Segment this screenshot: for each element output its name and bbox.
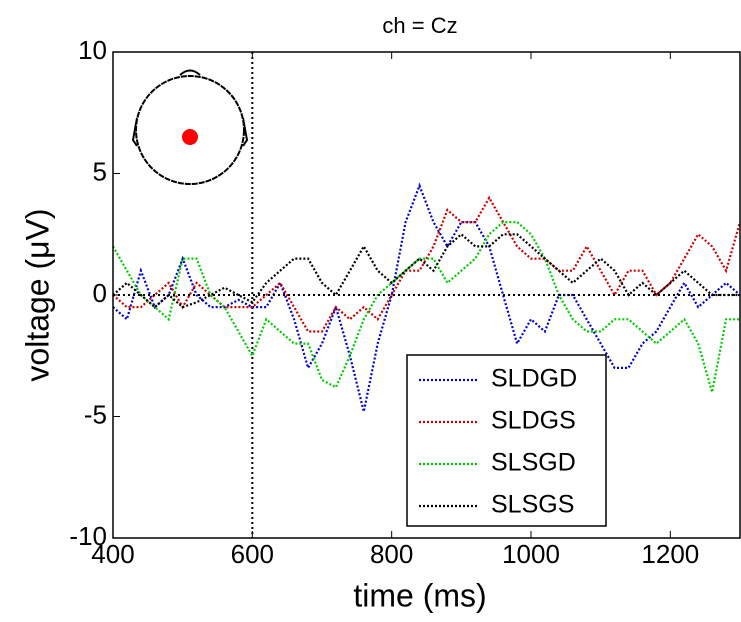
y-axis-label: voltage (μV) bbox=[19, 208, 55, 381]
y-tick-label: -10 bbox=[69, 521, 107, 551]
x-tick-label: 800 bbox=[370, 539, 413, 569]
series-line bbox=[112, 182, 741, 412]
x-axis-label: time (ms) bbox=[353, 577, 486, 613]
y-tick-label: -5 bbox=[84, 399, 107, 429]
x-tick-label: 600 bbox=[231, 539, 274, 569]
y-tick-label: 5 bbox=[93, 156, 107, 186]
electrode bbox=[182, 129, 198, 145]
legend-label: SLSGD bbox=[491, 449, 576, 477]
legend-label: SLDGS bbox=[491, 407, 576, 435]
x-tick-label: 400 bbox=[91, 539, 134, 569]
head-ear bbox=[131, 117, 138, 147]
chart-title: ch = Cz bbox=[382, 13, 457, 38]
legend-label: SLSGS bbox=[491, 491, 574, 519]
y-tick-label: 10 bbox=[78, 35, 107, 65]
series-line bbox=[112, 221, 740, 393]
legend-box bbox=[406, 354, 607, 527]
plot-frame bbox=[112, 51, 741, 539]
x-tick-label: 1000 bbox=[502, 539, 560, 569]
head-inset bbox=[131, 69, 249, 185]
y-tick-label: 0 bbox=[93, 278, 107, 308]
head-nose bbox=[179, 69, 201, 76]
legend-label: SLDGD bbox=[491, 365, 577, 393]
legend: SLDGD SLDGS SLSGD SLSGS bbox=[406, 354, 607, 527]
x-tick-label: 1200 bbox=[641, 539, 699, 569]
